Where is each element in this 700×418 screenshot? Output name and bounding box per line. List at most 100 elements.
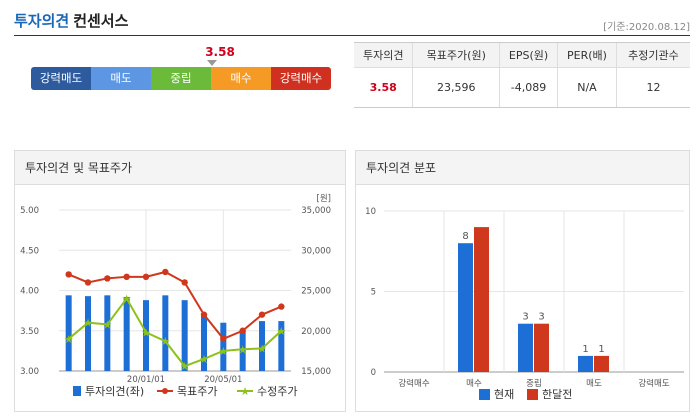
rating-label: 중립 bbox=[170, 71, 192, 85]
rating-neutral: 중립 bbox=[151, 67, 211, 90]
opinion-bar bbox=[239, 330, 246, 371]
data-label: 3 bbox=[522, 312, 528, 323]
target-price-line bbox=[68, 270, 282, 341]
rating-strong-buy: 강력매수 bbox=[271, 67, 331, 90]
legend-marker-target bbox=[162, 388, 168, 394]
title-sub: 컨센서스 bbox=[73, 12, 129, 30]
opinion-bar bbox=[181, 300, 188, 371]
adjusted-price-point: ★ bbox=[238, 343, 248, 356]
legend-label-opinion: 투자의견(좌) bbox=[85, 385, 144, 398]
y-right-tick-label: 20,000 bbox=[301, 327, 331, 337]
adjusted-price-point: ★ bbox=[122, 293, 132, 306]
x-tick-label: 강력매도 bbox=[638, 378, 669, 389]
col-header-institutions: 추정기관수 bbox=[615, 42, 690, 68]
y-right-tick-label: 25,000 bbox=[301, 287, 331, 297]
target-price-point bbox=[142, 273, 150, 281]
legend-label-adjusted: 수정주가 bbox=[257, 385, 297, 398]
base-date: [기준:2020.08.12] bbox=[603, 22, 690, 33]
opinion-target-chart: 5.00 4.50 4.00 3.50 3.00 35,000 30,000 25,000 20… bbox=[20, 194, 331, 398]
table-header-row: 투자의견 목표주가(원) EPS(원) PER(배) 추정기관수 bbox=[354, 42, 690, 68]
adjusted-price-point: ★ bbox=[160, 335, 170, 348]
adjusted-price-point: ★ bbox=[141, 326, 151, 339]
data-label: 3 bbox=[538, 312, 544, 323]
x-tick-label: 20/05/01 bbox=[204, 375, 242, 385]
y-right-tick-label: 30,000 bbox=[301, 246, 331, 256]
target-price-point bbox=[200, 311, 208, 318]
current-bar bbox=[458, 243, 473, 372]
month-ago-bar bbox=[534, 323, 549, 372]
opinion-bar bbox=[201, 314, 207, 371]
target-price-point bbox=[181, 279, 188, 286]
x-tick-label: 매수 bbox=[466, 379, 482, 389]
y-tick-label: 0 bbox=[371, 368, 376, 378]
table-row: 3.58 23,596 -4,089 N/A 12 bbox=[354, 67, 690, 108]
x-tick-label: 20/01/01 bbox=[127, 375, 165, 385]
page-title: 투자의견 컨센서스 bbox=[14, 10, 128, 31]
opinion-bar bbox=[143, 300, 149, 371]
x-tick-label: 강력매수 bbox=[398, 378, 429, 389]
rating-value: 3.58 bbox=[205, 45, 235, 59]
adjusted-price-point: ★ bbox=[218, 345, 228, 358]
rating-buy: 매수 bbox=[211, 67, 271, 90]
opinion-target-panel: 투자의견 및 목표주가 5.00 4.50 4.00 3.50 3.00 35,000 30… bbox=[14, 150, 346, 412]
legend-swatch-month-ago bbox=[527, 389, 538, 400]
target-price-point bbox=[278, 303, 285, 310]
current-bar bbox=[578, 355, 593, 372]
cell-target-price: 23,596 bbox=[412, 67, 500, 108]
legend-swatch-opinion bbox=[73, 386, 81, 396]
col-header-per: PER(배) bbox=[557, 42, 617, 68]
data-label: 8 bbox=[462, 231, 468, 242]
data-label: 1 bbox=[582, 344, 588, 355]
target-price-point bbox=[104, 275, 111, 282]
y-tick-label: 10 bbox=[365, 207, 376, 217]
legend-label-target: 목표주가 bbox=[177, 385, 217, 398]
panel-title: 투자의견 및 목표주가 bbox=[15, 151, 345, 185]
rating-label: 매수 bbox=[230, 71, 252, 85]
target-price-point bbox=[123, 273, 130, 281]
consensus-table: 투자의견 목표주가(원) EPS(원) PER(배) 추정기관수 3.58 23… bbox=[354, 42, 690, 108]
panel-title: 투자의견 분포 bbox=[356, 151, 689, 185]
adjusted-price-point: ★ bbox=[276, 325, 286, 338]
adjusted-price-point: ★ bbox=[102, 318, 112, 331]
col-header-target-price: 목표주가(원) bbox=[412, 42, 500, 68]
cell-institutions: 12 bbox=[615, 67, 690, 108]
cell-opinion: 3.58 bbox=[354, 67, 413, 108]
y-right-tick-label: 15,000 bbox=[301, 367, 331, 377]
target-price-point bbox=[84, 279, 92, 286]
data-label: 1 bbox=[598, 344, 604, 355]
opinion-bar bbox=[104, 295, 111, 371]
opinion-bar bbox=[123, 296, 130, 371]
adjusted-price-point: ★ bbox=[83, 317, 93, 330]
y-tick-label: 5 bbox=[371, 288, 376, 298]
cell-eps: -4,089 bbox=[499, 67, 558, 108]
x-tick-label: 매도 bbox=[586, 379, 602, 389]
adjusted-price-line bbox=[68, 296, 283, 368]
legend-marker-adjusted: ★ bbox=[240, 385, 250, 398]
month-ago-bar bbox=[594, 355, 609, 372]
y-left-tick-label: 3.00 bbox=[20, 367, 39, 377]
opinion-bar bbox=[278, 321, 285, 371]
target-price-point bbox=[162, 268, 169, 276]
target-price-point bbox=[65, 271, 72, 278]
target-price-point bbox=[220, 335, 227, 342]
rating-label: 강력매수 bbox=[279, 71, 323, 85]
rating-label: 매도 bbox=[110, 71, 132, 85]
adjusted-price-point: ★ bbox=[180, 360, 190, 373]
legend-label-current: 현재 bbox=[494, 388, 514, 401]
opinion-bar bbox=[65, 295, 72, 371]
opinion-bar bbox=[259, 321, 265, 371]
legend-label-month-ago: 한달전 bbox=[542, 388, 572, 401]
cell-per: N/A bbox=[557, 67, 617, 108]
target-price-point bbox=[239, 327, 246, 334]
col-header-opinion: 투자의견 bbox=[354, 42, 413, 68]
x-tick-label: 중립 bbox=[526, 379, 542, 389]
col-header-eps: EPS(원) bbox=[499, 42, 558, 68]
rating-label: 강력매도 bbox=[39, 71, 83, 85]
adjusted-price-point: ★ bbox=[257, 342, 267, 355]
opinion-bar bbox=[85, 296, 91, 371]
adjusted-price-point: ★ bbox=[64, 333, 74, 346]
rating-strong-sell: 강력매도 bbox=[31, 67, 91, 90]
y-left-tick-label: 3.50 bbox=[20, 327, 39, 337]
